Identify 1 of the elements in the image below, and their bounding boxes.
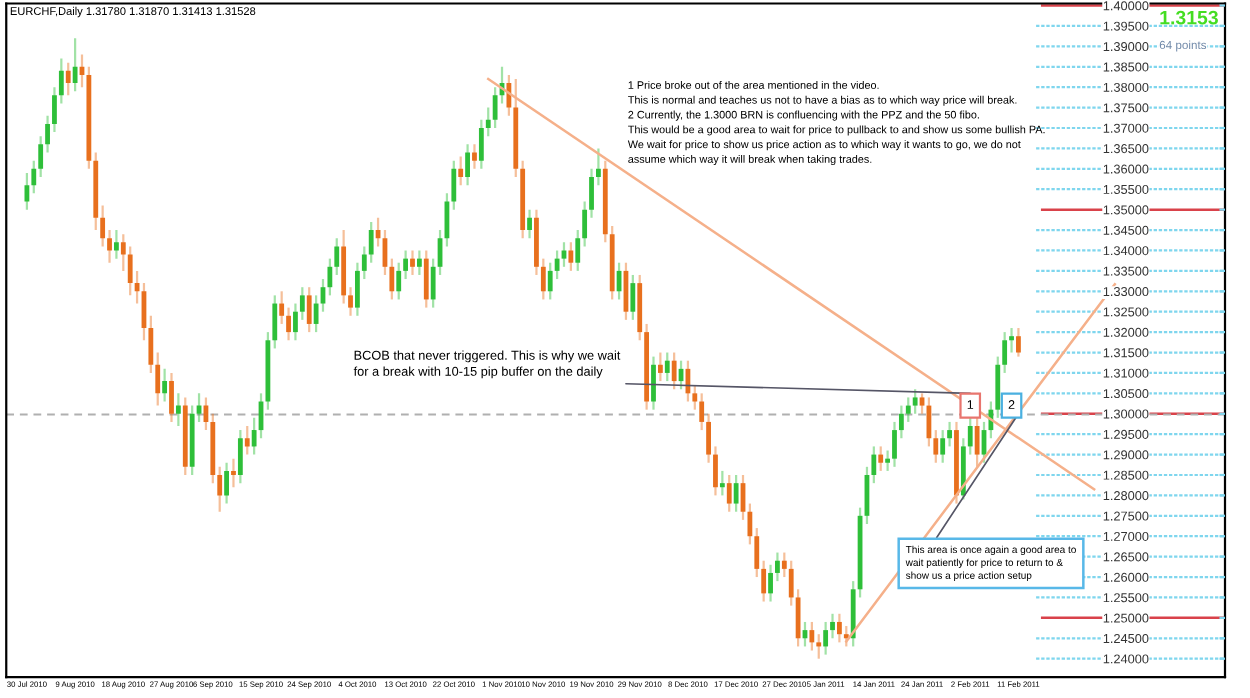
annotation: 1.3153 [1160, 10, 1218, 25]
